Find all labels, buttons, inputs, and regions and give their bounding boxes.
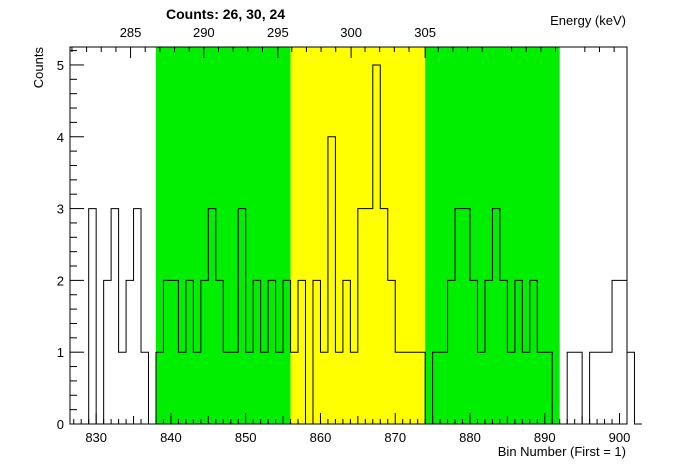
y-tick-label: 3 (57, 202, 64, 217)
y-tick-label: 1 (57, 345, 64, 360)
x-tick-label: 860 (310, 430, 332, 445)
y-tick-label: 5 (57, 58, 64, 73)
x-tick-label: 840 (160, 430, 182, 445)
y-tick-label: 2 (57, 273, 64, 288)
energy-tick-label: 300 (340, 25, 362, 40)
energy-tick-label: 295 (267, 25, 289, 40)
y-axis-label: Counts (31, 47, 46, 89)
y-tick-label: 4 (57, 130, 64, 145)
x-axis-label: Bin Number (First = 1) (498, 444, 626, 459)
x-tick-label: 850 (235, 430, 257, 445)
region-band-1 (155, 47, 291, 424)
energy-tick-label: 290 (193, 25, 215, 40)
energy-tick-label: 305 (414, 25, 436, 40)
x-tick-label: 900 (609, 430, 631, 445)
energy-tick-label: 285 (120, 25, 142, 40)
x-tick-label: 890 (534, 430, 556, 445)
top-axis-label: Energy (keV) (550, 13, 626, 28)
plot-frame (69, 46, 628, 425)
x-tick-label: 880 (459, 430, 481, 445)
chart-title: Counts: 26, 30, 24 (166, 6, 285, 22)
histogram-step-line (88, 64, 642, 425)
x-tick-label: 870 (384, 430, 406, 445)
y-tick-label: 0 (57, 417, 64, 432)
x-tick-label: 830 (85, 430, 107, 445)
axes: 830 840 850 860 870 880 890 900 0 1 2 3 4 5 285 290 295 3… (57, 25, 631, 445)
